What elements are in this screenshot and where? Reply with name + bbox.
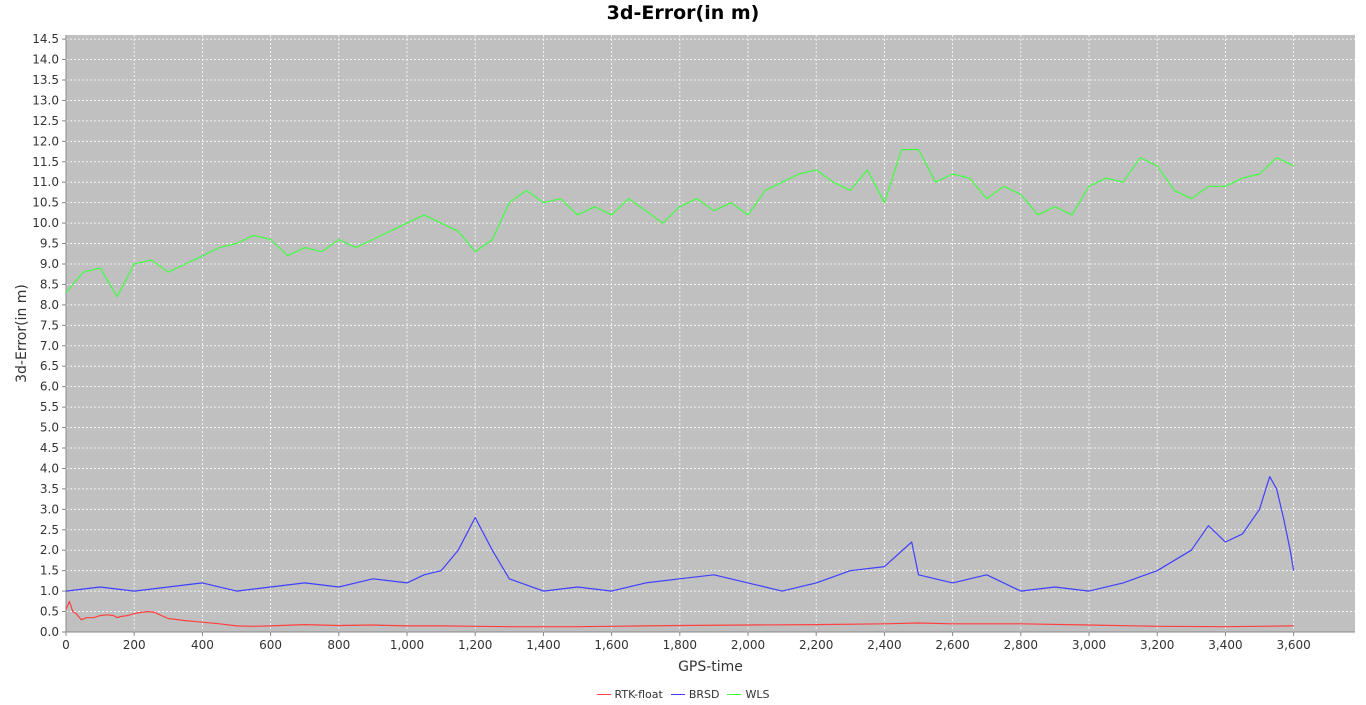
x-tick-label: 0 bbox=[62, 638, 70, 652]
x-tick-label: 3,600 bbox=[1276, 638, 1310, 652]
y-tick-label: 4.0 bbox=[40, 461, 59, 475]
x-tick-label: 1,600 bbox=[594, 638, 628, 652]
x-tick-label: 800 bbox=[327, 638, 350, 652]
x-tick-label: 400 bbox=[191, 638, 214, 652]
x-tick-label: 600 bbox=[259, 638, 282, 652]
axes-layer: 0 200 400 600 800 1,000 1,200 1,400 1,600 1,800 2,… bbox=[32, 32, 1355, 652]
y-tick-label: 8.5 bbox=[40, 277, 59, 291]
x-axis-label: GPS-time bbox=[678, 659, 743, 675]
chart-title: 3d-Error(in m) bbox=[606, 2, 760, 24]
legend: RTK-float BRSD WLS bbox=[0, 685, 1366, 701]
x-tick-label: 3,000 bbox=[1072, 638, 1106, 652]
x-tick-label: 1,000 bbox=[390, 638, 424, 652]
y-tick-label: 12.5 bbox=[32, 114, 59, 128]
y-tick-label: 3.0 bbox=[40, 502, 59, 516]
y-tick-label: 1.0 bbox=[40, 584, 59, 598]
legend-label: BRSD bbox=[688, 688, 720, 701]
y-tick-label: 7.5 bbox=[40, 318, 59, 332]
y-tick-label: 3.5 bbox=[40, 482, 59, 496]
y-tick-label: 6.5 bbox=[40, 359, 59, 373]
y-tick-label: 14.5 bbox=[32, 32, 59, 46]
x-tick-label: 1,400 bbox=[526, 638, 560, 652]
legend-item: WLS bbox=[727, 688, 769, 701]
legend-swatch bbox=[670, 694, 685, 695]
x-tick-label: 2,600 bbox=[935, 638, 969, 652]
x-tick-label: 2,800 bbox=[1004, 638, 1038, 652]
x-tick-label: 3,400 bbox=[1208, 638, 1242, 652]
y-tick-label: 7.0 bbox=[40, 339, 59, 353]
y-tick-label: 5.5 bbox=[40, 400, 59, 414]
legend-swatch bbox=[596, 694, 611, 695]
y-tick-label: 6.0 bbox=[40, 380, 59, 394]
y-tick-label: 8.0 bbox=[40, 298, 59, 312]
x-tick-label: 1,200 bbox=[458, 638, 492, 652]
grid-layer bbox=[65, 35, 1355, 633]
series-line-rtk-float bbox=[65, 600, 1294, 628]
x-tick-label: 2,200 bbox=[799, 638, 833, 652]
y-tick-label: 12.0 bbox=[32, 134, 59, 148]
legend-item: RTK-float bbox=[596, 688, 663, 701]
y-tick-label: 5.0 bbox=[40, 421, 59, 435]
x-tick-label: 3,200 bbox=[1140, 638, 1174, 652]
y-tick-label: 11.0 bbox=[32, 175, 59, 189]
legend-swatch bbox=[727, 694, 742, 695]
y-tick-label: 0.5 bbox=[40, 605, 59, 619]
series-layer bbox=[65, 148, 1295, 628]
legend-label: RTK-float bbox=[614, 688, 663, 701]
y-tick-label: 13.0 bbox=[32, 93, 59, 107]
x-tick-label: 2,400 bbox=[867, 638, 901, 652]
y-tick-label: 10.5 bbox=[32, 196, 59, 210]
y-tick-label: 10.0 bbox=[32, 216, 59, 230]
y-tick-label: 4.5 bbox=[40, 441, 59, 455]
y-tick-label: 13.5 bbox=[32, 73, 59, 87]
y-axis-label: 3d-Error(in m) bbox=[14, 284, 30, 383]
plot-area bbox=[66, 35, 1355, 632]
y-tick-label: 11.5 bbox=[32, 155, 59, 169]
y-tick-label: 9.0 bbox=[40, 257, 59, 271]
y-tick-label: 2.0 bbox=[40, 543, 59, 557]
legend-label: WLS bbox=[745, 688, 770, 701]
series-line-brsd bbox=[65, 476, 1295, 592]
y-tick-label: 2.5 bbox=[40, 523, 59, 537]
y-tick-label: 1.5 bbox=[40, 564, 59, 578]
y-tick-label: 14.0 bbox=[32, 53, 59, 67]
y-tick-label: 9.5 bbox=[40, 237, 59, 251]
x-tick-label: 200 bbox=[123, 638, 146, 652]
series-line-wls bbox=[65, 148, 1294, 298]
x-tick-label: 1,800 bbox=[663, 638, 697, 652]
legend-item: BRSD bbox=[670, 688, 720, 701]
y-tick-label: 0.0 bbox=[40, 625, 59, 639]
x-tick-label: 2,000 bbox=[731, 638, 765, 652]
